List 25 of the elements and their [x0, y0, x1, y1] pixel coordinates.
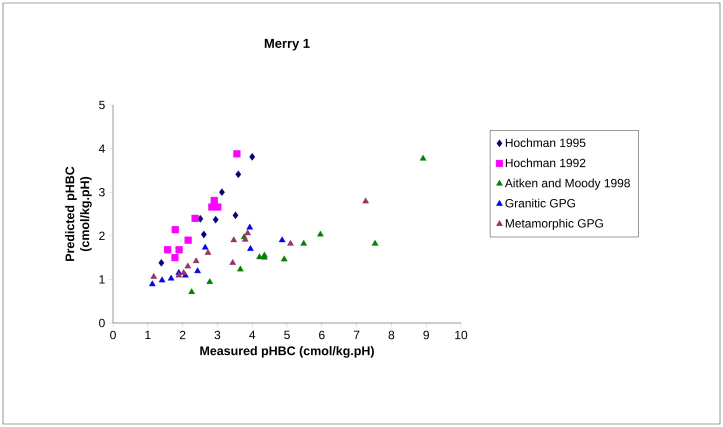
- x-axis-title: Measured pHBC (cmol/kg.pH): [200, 346, 374, 358]
- y-axis-title: Predicted pHBC (cmol/kg.pH): [65, 166, 92, 261]
- y-tick-label: 4: [98, 144, 105, 153]
- y-tick-label: 0: [99, 318, 105, 328]
- y-tick-label: 5: [99, 100, 105, 110]
- x-tick-label: 8: [388, 330, 394, 340]
- legend-label: Metamorphic GPG: [506, 218, 603, 230]
- x-tick-label: 7: [354, 330, 360, 339]
- legend-label: Aitken and Moody 1998: [504, 178, 630, 190]
- legend-label: Hochman 1995: [506, 138, 586, 148]
- legend-label: Hochman 1992: [506, 158, 586, 168]
- x-tick-label: 9: [423, 330, 429, 340]
- x-tick-label: 5: [284, 330, 290, 340]
- legend-label: Granitic GPG: [505, 198, 576, 208]
- x-tick-label: 3: [214, 330, 220, 340]
- x-tick-label: 4: [249, 330, 256, 339]
- x-tick-label: 2: [180, 330, 186, 340]
- x-tick-label: 6: [319, 330, 325, 340]
- y-tick-label: 2: [99, 232, 105, 240]
- y-tick-label: 3: [99, 188, 105, 196]
- x-tick-label: 0: [110, 330, 116, 340]
- x-tick-label: 10: [455, 330, 468, 340]
- chart-title: Merry 1: [264, 38, 310, 51]
- y-tick-label: 1: [99, 275, 105, 284]
- x-tick-label: 1: [145, 330, 151, 339]
